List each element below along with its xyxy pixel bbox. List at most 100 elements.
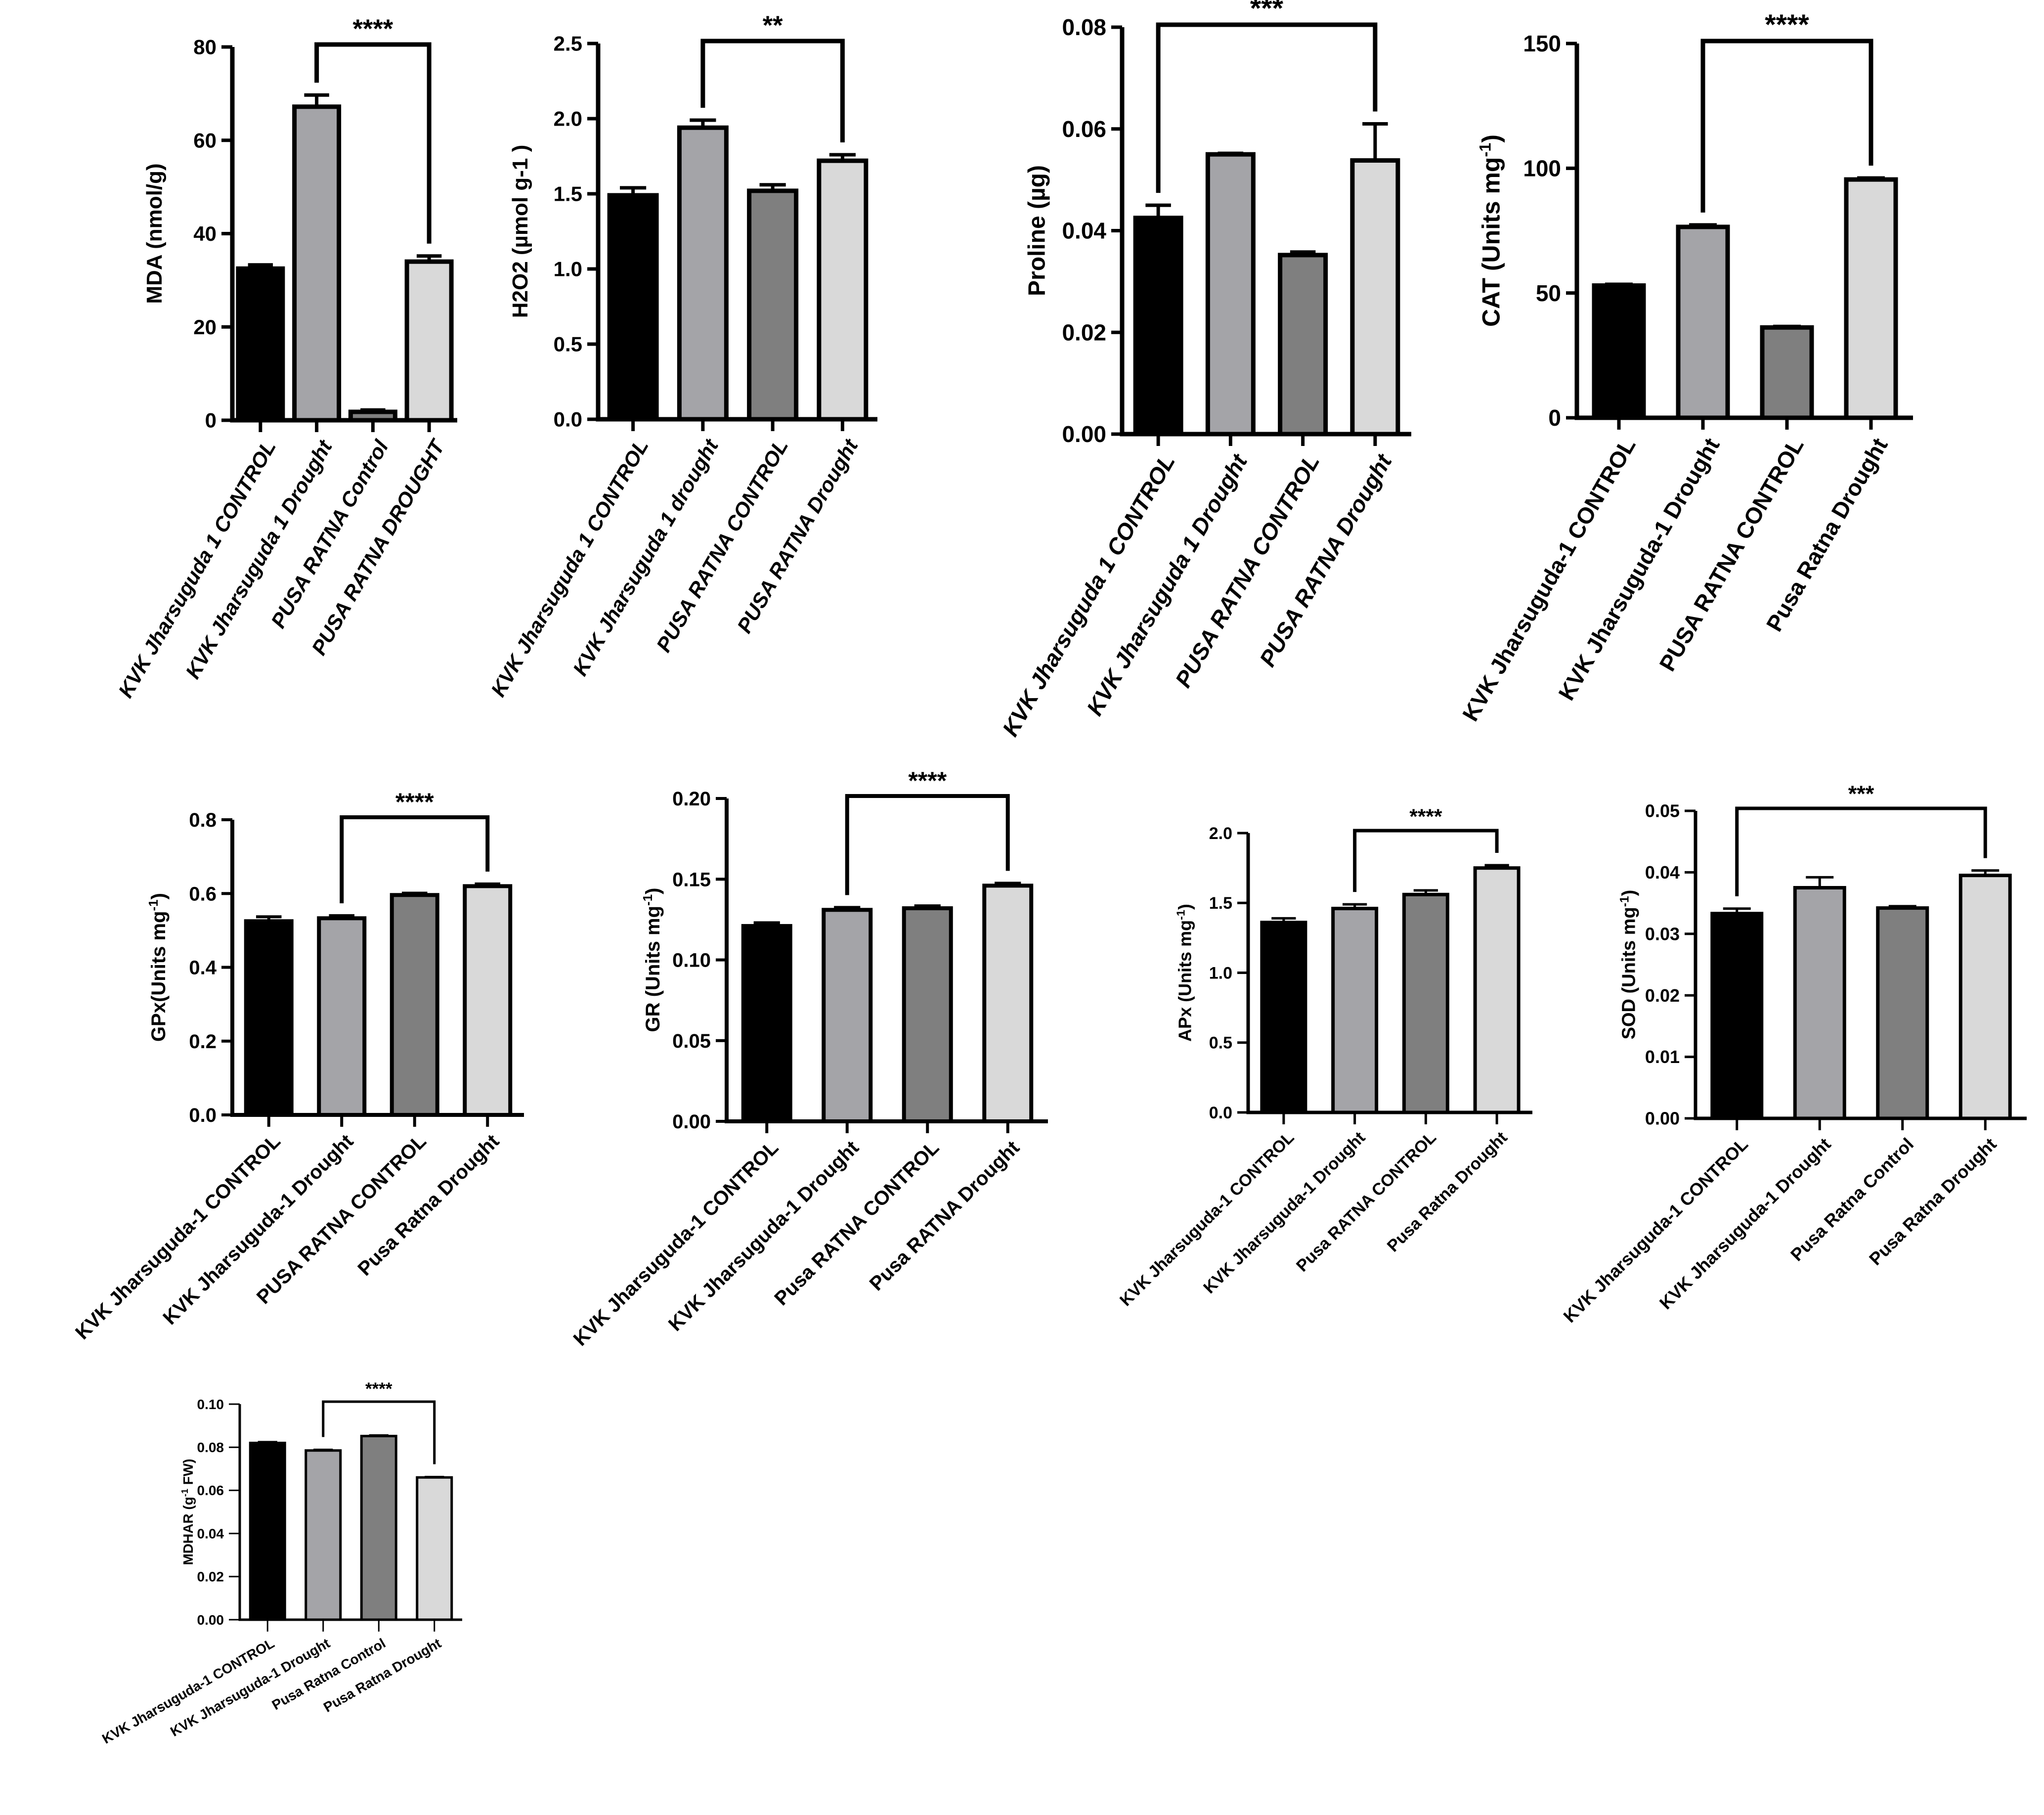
significance-label: ** <box>763 11 783 40</box>
y-tick-label: 0.00 <box>672 1111 711 1133</box>
y-tick-label: 60 <box>193 129 217 152</box>
bar <box>416 1476 453 1621</box>
y-axis-title: MDA (nmol/g) <box>142 163 167 304</box>
y-axis-title: H2O2 (µmol g-1 ) <box>508 145 532 318</box>
y-axis-title-main: GR (Units mg <box>642 906 664 1032</box>
y-tick-label: 1.0 <box>1209 964 1232 982</box>
bar <box>1473 866 1521 1114</box>
bar <box>1958 874 2012 1120</box>
y-axis-title-main: APx (Units mg <box>1174 920 1195 1042</box>
category-label: PUSA RATNA CONTROL <box>1654 434 1809 675</box>
y-axis-title-close: ) <box>148 893 170 899</box>
significance-label: **** <box>395 788 434 816</box>
y-tick-label: 0.2 <box>189 1031 217 1053</box>
bar <box>292 104 342 423</box>
y-tick-label: 0.06 <box>1062 116 1106 142</box>
y-axis-title-main: MDA (nmol/g) <box>142 163 167 304</box>
y-axis-title-superscript: -1 <box>1477 143 1494 157</box>
bar <box>1402 892 1449 1114</box>
y-tick-label: 1.5 <box>1209 894 1232 913</box>
bar <box>404 259 454 423</box>
y-axis-title-main: GPx(Units mg <box>148 911 170 1041</box>
bar <box>317 916 367 1117</box>
category-label: KVK Jharsuguda-1 Drought <box>1553 434 1725 705</box>
y-tick-label: 2.0 <box>554 107 582 131</box>
significance-bracket <box>700 39 845 142</box>
chart-sod: 0.00 0.01 0.02 0.03 0.04 0.05 SOD (Units mg-1)… <box>1559 781 2027 1327</box>
y-tick-label: 0.06 <box>197 1483 224 1498</box>
y-tick-label: 0.08 <box>1062 14 1106 40</box>
bar <box>304 1449 342 1621</box>
y-tick-label: 0.5 <box>554 333 582 356</box>
y-tick-label: 0.00 <box>1645 1108 1680 1129</box>
y-tick-label: 50 <box>1536 280 1561 306</box>
bar <box>822 908 873 1124</box>
y-tick-label: 0.0 <box>1209 1104 1232 1122</box>
y-axis-title-superscript: -1 <box>146 899 161 911</box>
bar <box>390 893 439 1117</box>
bar <box>1710 912 1764 1120</box>
y-tick-label: 0.20 <box>672 788 711 810</box>
bar <box>360 1435 397 1621</box>
significance-bracket <box>314 42 432 244</box>
y-axis-title-superscript: -1 <box>640 894 655 906</box>
y-tick-label: 0.04 <box>1062 218 1106 244</box>
significance-bracket <box>1156 22 1378 193</box>
category-label: KVK Jharsuguda-1 CONTROL <box>1457 434 1641 725</box>
category-label: Pusa RATNA Drought <box>866 1137 1024 1295</box>
bar <box>607 193 659 422</box>
significance-bracket <box>340 815 490 904</box>
y-tick-label: 0.01 <box>1645 1047 1680 1067</box>
y-tick-label: 0.10 <box>197 1397 224 1412</box>
y-tick-label: 0 <box>1548 405 1561 431</box>
y-axis-title-close: ) <box>642 888 664 894</box>
y-tick-label: 0.6 <box>189 883 217 905</box>
category-label: Pusa Ratna Drought <box>353 1130 503 1280</box>
bar <box>463 884 513 1117</box>
y-axis-title-close: ) <box>1619 890 1640 896</box>
y-tick-label: 0.0 <box>189 1105 217 1126</box>
significance-label: *** <box>1848 781 1874 806</box>
bar <box>244 919 294 1117</box>
bar <box>1331 907 1379 1114</box>
significance-bracket <box>1735 806 1987 896</box>
category-label: PUSA RATNA Drought <box>1254 449 1397 671</box>
bar <box>1350 158 1400 437</box>
bar <box>817 158 869 422</box>
y-axis-title-superscript: -1 <box>180 1489 190 1497</box>
y-tick-label: 2.5 <box>554 32 582 55</box>
bar <box>249 1441 286 1621</box>
y-axis-title: CAT (Units mg-1) <box>1477 134 1505 327</box>
y-tick-label: 0.08 <box>197 1440 224 1455</box>
chart-h2o2: 0.0 0.5 1.0 1.5 2.0 2.5 H2O2 (µmol g-1 ) KVK Jh… <box>486 11 877 701</box>
y-tick-label: 0.05 <box>672 1030 711 1052</box>
category-label: PUSA RATNA Drought <box>733 434 863 637</box>
significance-bracket <box>845 794 1010 895</box>
y-tick-label: 0.04 <box>197 1526 224 1541</box>
category-label: Pusa Ratna Drought <box>1384 1128 1511 1256</box>
y-tick-label: 100 <box>1523 155 1561 181</box>
y-tick-label: 0.15 <box>672 869 711 890</box>
y-tick-label: 0.0 <box>554 408 582 431</box>
bar <box>1676 224 1730 420</box>
y-axis-title-main: SOD (Units mg <box>1619 907 1640 1039</box>
y-axis-title-main: CAT (Units mg <box>1478 157 1505 327</box>
y-axis-title: Proline (µg) <box>1024 165 1050 296</box>
category-label: KVK Jharsuguda-1 Drought <box>1655 1134 1835 1313</box>
y-axis-title: APx (Units mg-1) <box>1174 904 1195 1042</box>
bar <box>982 884 1034 1124</box>
significance-bracket <box>1353 829 1499 892</box>
y-axis-title-close: FW) <box>180 1459 196 1489</box>
bar <box>741 924 792 1124</box>
bar <box>1133 216 1183 437</box>
y-axis-title: SOD (Units mg-1) <box>1618 890 1640 1040</box>
bar <box>348 409 397 423</box>
y-tick-label: 0.02 <box>1645 985 1680 1006</box>
y-tick-label: 0.02 <box>197 1569 224 1585</box>
y-tick-label: 0.03 <box>1645 924 1680 944</box>
significance-label: **** <box>353 14 393 44</box>
bar <box>1793 886 1846 1120</box>
y-axis-title-superscript: -1 <box>1174 910 1187 920</box>
